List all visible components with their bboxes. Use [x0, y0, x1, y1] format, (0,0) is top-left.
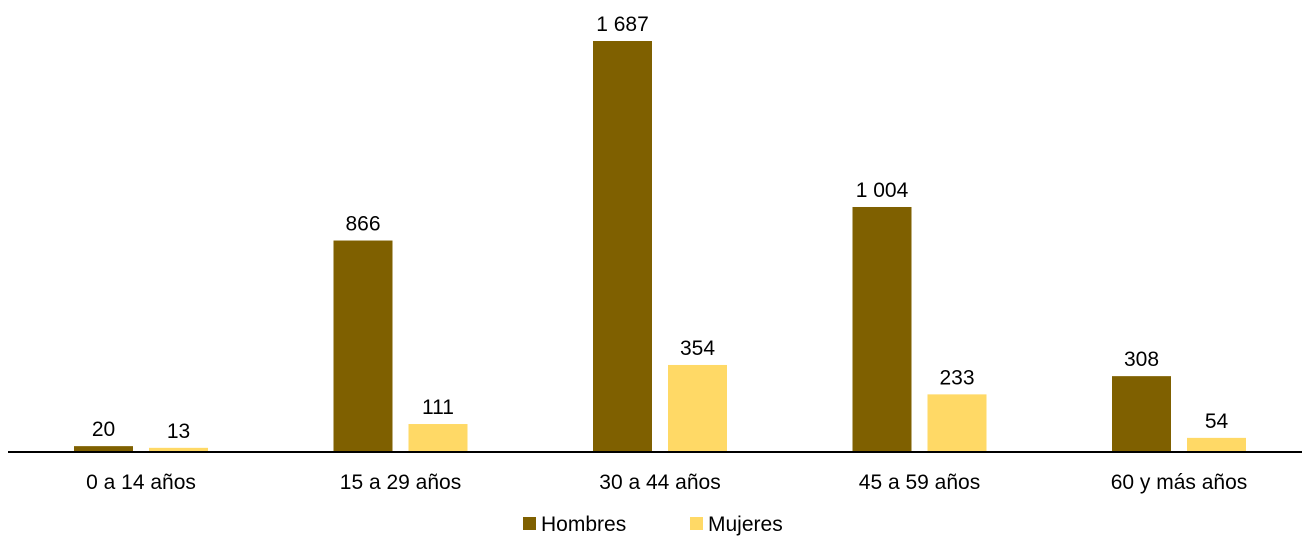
- data-label-mujeres-4: 54: [1205, 410, 1229, 433]
- x-tick-label-4: 60 y más años: [1111, 471, 1248, 494]
- data-label-mujeres-3: 233: [939, 366, 974, 389]
- legend-label-hombres: Hombres: [541, 513, 626, 536]
- bar-mujeres-2: [668, 364, 727, 451]
- bar-mujeres-4: [1187, 437, 1246, 451]
- data-label-hombres-1: 866: [345, 213, 380, 236]
- data-label-hombres-2: 1 687: [596, 13, 649, 36]
- legend-label-mujeres: Mujeres: [708, 513, 783, 536]
- data-label-hombres-3: 1 004: [856, 179, 909, 202]
- bar-hombres-0: [74, 446, 133, 451]
- legend: Hombres Mujeres: [523, 513, 783, 536]
- x-tick-label-1: 15 a 29 años: [340, 471, 461, 494]
- bar-mujeres-1: [408, 424, 468, 451]
- bar-hombres-1: [333, 240, 393, 451]
- x-tick-label-2: 30 a 44 años: [599, 471, 720, 494]
- data-labels-group: 20 13 866 111 1 687 354 1 004 233 308 54: [92, 13, 1229, 443]
- x-tick-label-0: 0 a 14 años: [86, 471, 196, 494]
- data-label-mujeres-0: 13: [167, 420, 190, 443]
- x-tick-label-3: 45 a 59 años: [859, 471, 980, 494]
- bar-hombres-3: [852, 206, 912, 451]
- legend-swatch-hombres: [523, 517, 536, 530]
- bar-hombres-4: [1112, 376, 1171, 451]
- data-label-hombres-0: 20: [92, 418, 115, 441]
- data-label-hombres-4: 308: [1124, 348, 1159, 371]
- bars-group: [74, 41, 1246, 451]
- x-tick-labels-group: 0 a 14 años 15 a 29 años 30 a 44 años 45 a …: [86, 471, 1247, 494]
- bar-mujeres-3: [927, 394, 987, 451]
- data-label-mujeres-2: 354: [680, 337, 715, 360]
- data-label-mujeres-1: 111: [422, 396, 454, 419]
- legend-swatch-mujeres: [690, 517, 703, 530]
- bar-hombres-2: [593, 41, 652, 451]
- bar-mujeres-0: [149, 447, 208, 451]
